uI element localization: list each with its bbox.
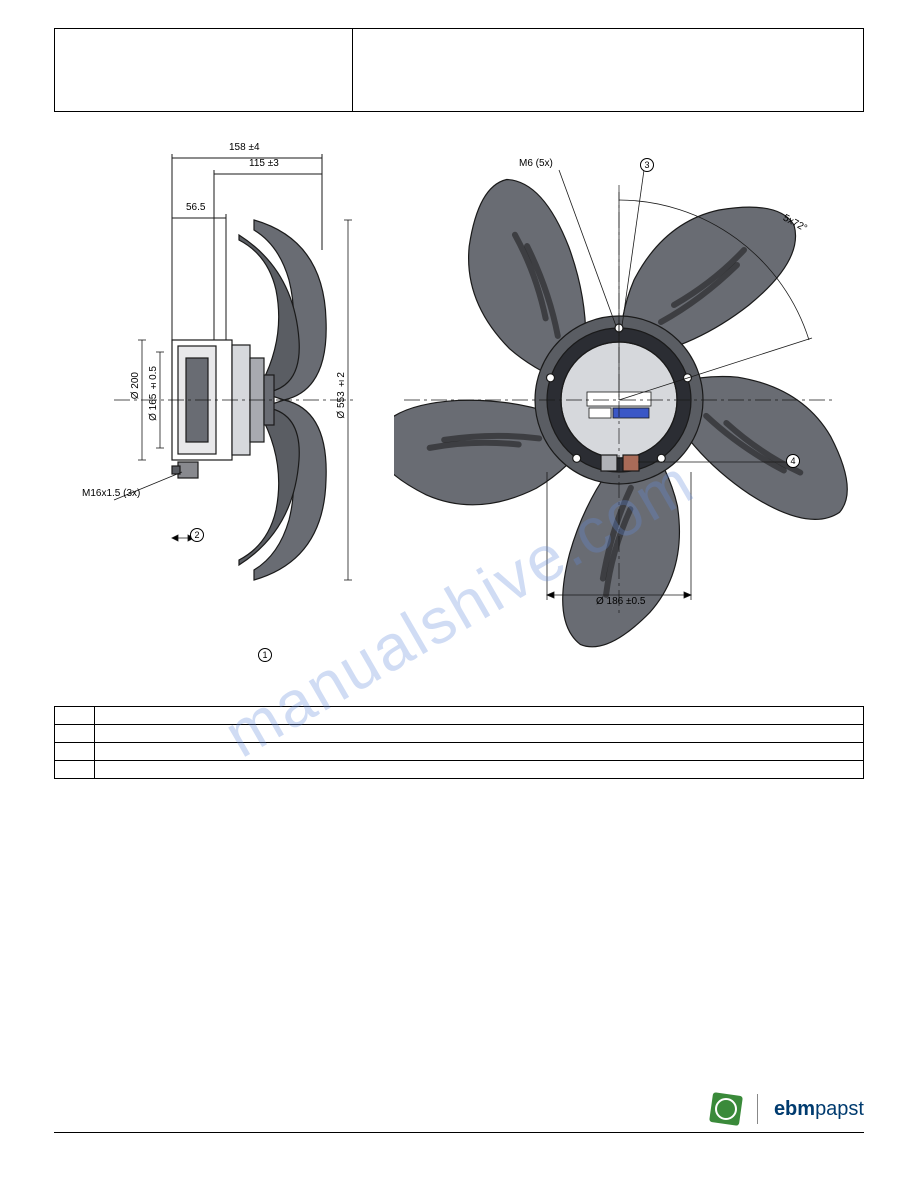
dim-d186: Ø 186 ±0.5	[596, 596, 645, 607]
legend-table	[54, 706, 864, 779]
footer-rule	[54, 1132, 864, 1133]
legend-num	[55, 725, 95, 743]
callout-3: 3	[640, 158, 654, 172]
brand-part2: papst	[815, 1098, 864, 1120]
dim-115: 115 ±3	[249, 158, 279, 169]
table-row	[55, 743, 864, 761]
legend-num	[55, 761, 95, 779]
dim-56-5: 56.5	[186, 202, 205, 213]
dim-d165: Ø 165 ±0.5	[148, 366, 159, 421]
legend-desc	[95, 743, 864, 761]
table-row	[55, 707, 864, 725]
table-row	[55, 725, 864, 743]
brand-part1: ebm	[774, 1098, 815, 1120]
dim-m6: M6 (5x)	[519, 158, 553, 169]
green-tech-badge-icon	[709, 1092, 743, 1126]
table-row	[55, 761, 864, 779]
technical-drawing: 158 ±4 115 ±3 56.5 Ø 200 Ø 165 ±0.5 Ø 55…	[54, 140, 864, 700]
legend-desc	[95, 761, 864, 779]
dim-m16: M16x1.5 (3x)	[82, 488, 140, 499]
legend-desc	[95, 707, 864, 725]
legend-num	[55, 743, 95, 761]
header-left-cell	[55, 29, 353, 111]
page-footer: ebmpapst	[54, 1132, 864, 1133]
dim-158: 158 ±4	[229, 142, 260, 153]
callout-2: 2	[190, 528, 204, 542]
dim-d553: Ø 553 ±2	[336, 372, 347, 419]
header-right-cell	[353, 29, 863, 111]
legend-num	[55, 707, 95, 725]
legend-desc	[95, 725, 864, 743]
brand-logo: ebmpapst	[774, 1098, 864, 1121]
callout-1: 1	[258, 648, 272, 662]
callout-4: 4	[786, 454, 800, 468]
header-frame	[54, 28, 864, 112]
brand-divider	[757, 1094, 758, 1124]
dim-d200: Ø 200	[130, 372, 141, 399]
side-view-drawing	[54, 140, 384, 660]
